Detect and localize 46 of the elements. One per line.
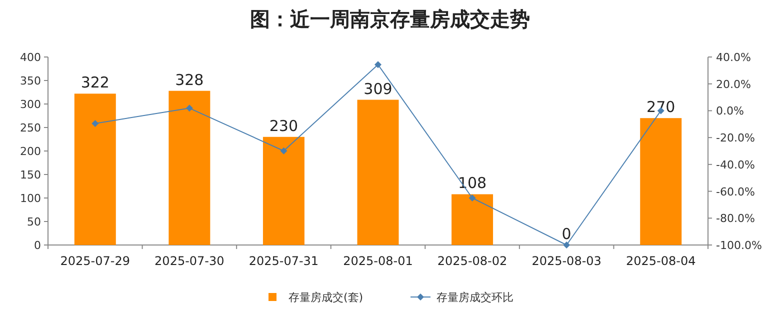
x-tick-label: 2025-08-01 [343, 254, 413, 268]
x-tick-label: 2025-08-03 [532, 254, 602, 268]
data-label: 328 [175, 70, 204, 89]
bar [74, 94, 116, 245]
y2-tick-label: -40.0% [716, 158, 755, 172]
y2-tick-label: -80.0% [716, 212, 755, 226]
point [280, 147, 288, 154]
y2-tick-label: -60.0% [716, 185, 755, 198]
point [374, 61, 382, 68]
bar [640, 118, 682, 245]
bar [168, 90, 210, 245]
bar [262, 136, 304, 245]
y2-tick-label: -100.0% [716, 239, 762, 252]
x-tick-label: 2025-08-02 [437, 254, 508, 268]
data-label: 322 [80, 74, 110, 92]
y-tick-label: 150 [20, 168, 41, 182]
bar [452, 194, 494, 245]
y-tick-label: 50 [27, 216, 41, 228]
data-label: 230 [269, 116, 298, 135]
x-tick-label: 2025-07-31 [248, 254, 319, 268]
chart-title: 图：近一周南京存量房成交走势 [250, 7, 530, 31]
y-tick-label: 200 [20, 145, 41, 158]
data-label: 0 [562, 225, 572, 243]
y2-tick-label: 20.0% [716, 78, 751, 91]
x-tick-label: 2025-08-04 [626, 254, 696, 268]
legend-label: 存量房成交(套) [288, 291, 364, 304]
x-tick-label: 2025-07-30 [154, 254, 224, 268]
legend-存量房成交环比: 存量房成交环比 [410, 291, 514, 304]
y-tick-label: 400 [20, 51, 41, 64]
point [92, 120, 99, 127]
y-tick-label: 250 [20, 122, 41, 134]
data-label: 309 [364, 80, 392, 98]
bar [357, 100, 399, 245]
x-tick-label: 2025-07-29 [60, 254, 130, 268]
y-tick-label: 0 [34, 239, 41, 252]
point [186, 104, 193, 112]
y2-tick-label: 0.0% [716, 104, 744, 118]
y-tick-label: 350 [20, 74, 41, 88]
y2-tick-label: -20.0% [716, 132, 755, 145]
legend-存量房成交(套): 存量房成交(套) [268, 291, 364, 304]
y-tick-label: 300 [20, 98, 41, 111]
legend-label: 存量房成交环比 [436, 291, 514, 304]
point [563, 242, 570, 248]
y-tick-label: 100 [20, 192, 41, 205]
y2-tick-label: 40.0% [716, 51, 751, 64]
point [468, 194, 476, 202]
